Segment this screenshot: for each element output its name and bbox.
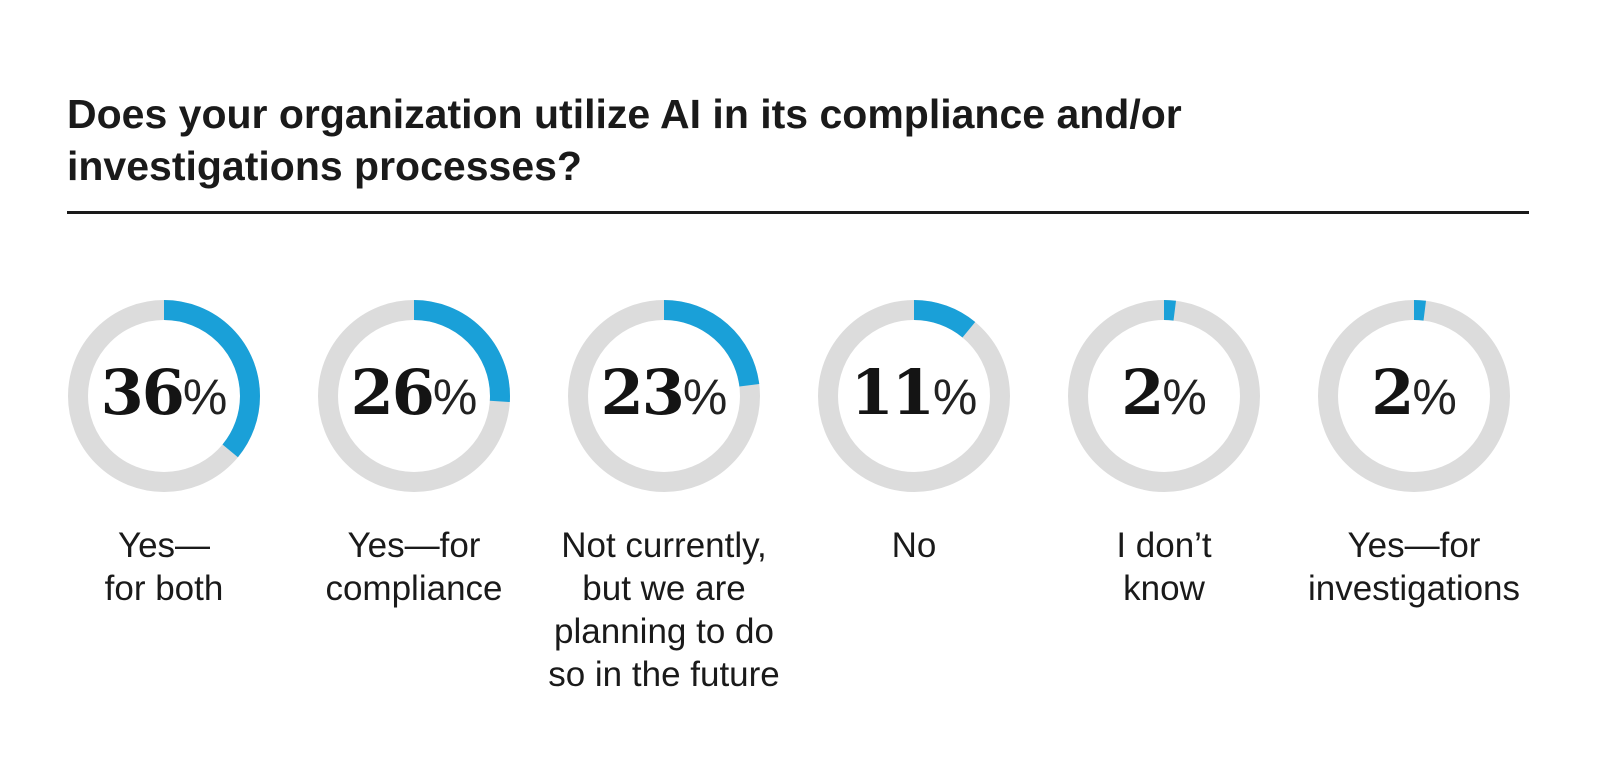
donut-item: 23% Not currently, but we are planning to… [539,0,789,764]
donut-ring [314,296,514,496]
category-label: I don’t know [1116,526,1212,608]
donut-ring [564,296,764,496]
donut-value-arc [318,300,510,492]
donut-ring [64,296,264,496]
donut-ring [1314,296,1514,496]
percentage-value: 26% [314,358,514,445]
donut-item: 2% Yes—for investigations [1289,0,1539,764]
percentage-number: 26 [350,356,435,429]
percent-sign: % [682,369,728,425]
percent-sign: % [1412,369,1457,425]
donut-svg [818,300,1010,492]
donut-value-arc [1068,300,1260,492]
category-label: Yes—for investigations [1307,526,1521,608]
percentage-number: 23 [600,356,685,429]
donut-value-arc [1318,300,1510,492]
percentage-value: 36% [64,358,264,445]
percentage-value: 2% [1064,358,1264,445]
percent-sign: % [932,369,978,425]
percent-sign: % [432,369,478,425]
title-divider [67,211,1529,214]
percentage-number: 2 [1121,356,1164,429]
donut-svg [1318,300,1510,492]
donut-svg [68,300,260,492]
donut-svg [568,300,760,492]
percentage-value: 23% [564,358,764,445]
donut-value-arc [568,300,760,492]
donut-item: 26% Yes—for compliance [289,0,539,764]
donut-ring [1064,296,1264,496]
donut-item: 36% Yes— for both [39,0,289,764]
percentage-number: 11 [850,356,935,429]
donut-item: 11% No [789,0,1039,764]
percentage-value: 11% [814,358,1014,445]
donut-ring [814,296,1014,496]
category-label: Yes— for both [104,526,224,608]
percent-sign: % [1162,369,1207,425]
chart-title: Does your organization utilize AI in its… [67,91,1182,189]
percentage-value: 2% [1314,358,1514,445]
donut-value-arc [68,300,260,492]
donut-svg [1068,300,1260,492]
percentage-number: 2 [1371,356,1414,429]
donut-value-arc [818,300,1010,492]
percent-sign: % [182,369,228,425]
category-label: Yes—for compliance [325,526,503,608]
donut-svg [318,300,510,492]
category-label: Not currently, but we are planning to do… [548,526,780,694]
percentage-number: 36 [100,356,185,429]
donut-item: 2% I don’t know [1039,0,1289,764]
category-label: No [891,526,937,565]
